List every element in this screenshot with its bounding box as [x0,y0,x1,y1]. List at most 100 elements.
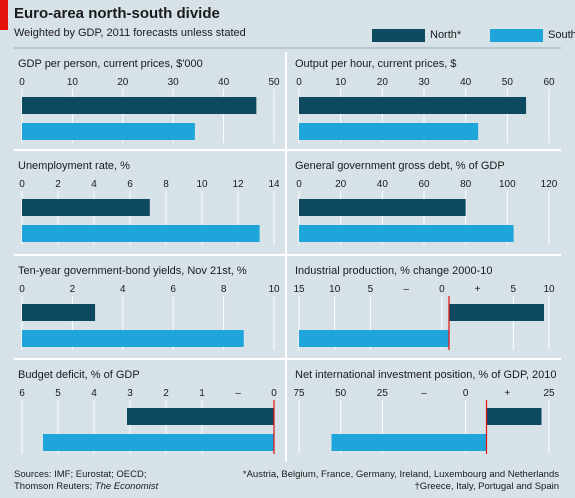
panel-6-tick-label: + [475,284,481,295]
panel-3-tick-label: 14 [268,179,280,190]
panel-8-tick-label: 25 [543,388,555,399]
brand-tab [0,0,8,30]
panel-1-tick-label: 40 [218,77,230,88]
panel-1-title: GDP per person, current prices, $'000 [18,58,203,70]
panel-5-tick-label: 0 [19,284,25,295]
panel-3-tick-label: 6 [127,179,133,190]
panel-4-tick-label: 100 [499,179,516,190]
panel-8: Net international investment position, %… [293,369,557,454]
legend-south-swatch [490,28,543,42]
panel-8-tick-label: + [504,388,510,399]
panel-7-bar-south [43,434,274,451]
panel-1-bar-north [22,97,257,114]
panel-6-title: Industrial production, % change 2000-10 [295,265,493,277]
panel-5-tick-label: 8 [221,284,227,295]
panel-3-tick-label: 8 [163,179,169,190]
panel-2-tick-label: 0 [296,77,302,88]
panel-8-bar-north [486,408,542,425]
footnote-north: *Austria, Belgium, France, Germany, Irel… [242,469,559,480]
panel-1-tick-label: 20 [117,77,129,88]
panel-8-tick-label: 50 [335,388,347,399]
legend-south: South† [490,28,575,42]
panel-3-bar-north [22,199,150,216]
panel-4-tick-label: 20 [335,179,347,190]
page-subtitle: Weighted by GDP, 2011 forecasts unless s… [14,27,246,39]
panel-6: Industrial production, % change 2000-10 1… [293,265,555,350]
panel-7-tick-label: 2 [163,388,169,399]
sources-line-2: Thomson Reuters; [14,481,95,492]
panel-2-tick-label: 60 [543,77,555,88]
panel-4-tick-label: 60 [418,179,430,190]
panel-3-tick-label: 2 [55,179,61,190]
panel-2: Output per hour, current prices, $ 0 10 20 3… [295,58,555,143]
panel-1: GDP per person, current prices, $'000 0 10… [18,58,280,143]
panel-8-tick-label: – [421,388,427,399]
panel-5-tick-label: 10 [268,284,280,295]
panel-6-tick-label: 10 [329,284,341,295]
panel-2-tick-label: 50 [502,77,514,88]
panel-4-tick-label: 0 [296,179,302,190]
panel-6-tick-label: 5 [511,284,517,295]
legend-north: North* [372,28,461,42]
footnote-south: †Greece, Italy, Portugal and Spain [414,481,559,492]
panel-3-tick-label: 4 [91,179,97,190]
panel-5-title: Ten-year government-bond yields, Nov 21s… [18,265,247,277]
panel-6-tick-label: – [403,284,409,295]
panel-5: Ten-year government-bond yields, Nov 21s… [18,265,280,350]
panel-4-tick-label: 120 [541,179,558,190]
panel-7-tick-label: 1 [199,388,205,399]
panel-4-bar-south [299,225,514,242]
panel-8-tick-label: 75 [293,388,305,399]
panel-6-bar-south [299,330,449,347]
panel-2-title: Output per hour, current prices, $ [295,58,456,70]
panel-1-tick-label: 50 [268,77,280,88]
panel-1-tick-label: 30 [168,77,180,88]
panel-1-tick-label: 10 [67,77,79,88]
sources: Sources: IMF; Eurostat; OECD; Thomson Re… [14,469,158,493]
panel-3-tick-label: 12 [232,179,244,190]
panel-6-tick-label: 15 [293,284,305,295]
panel-7-tick-label: – [235,388,241,399]
panel-4: General government gross debt, % of GDP 0… [295,160,558,245]
footnotes: *Austria, Belgium, France, Germany, Irel… [243,469,559,493]
panel-2-bar-north [299,97,527,114]
panel-7-tick-label: 6 [19,388,25,399]
panel-2-tick-label: 20 [377,77,389,88]
page-title: Euro-area north-south divide [14,5,220,22]
legend-north-swatch [372,28,425,42]
panel-3-tick-label: 0 [19,179,25,190]
panel-5-tick-label: 4 [120,284,126,295]
panel-5-bar-south [22,330,244,347]
panel-6-tick-label: 0 [439,284,445,295]
panel-7: Budget deficit, % of GDP 6 5 4 3 2 1 – 0 [18,369,277,454]
sources-publication: The Economist [94,481,159,492]
panel-3-tick-label: 10 [196,179,208,190]
panel-6-tick-label: 5 [368,284,374,295]
panel-5-tick-label: 2 [70,284,76,295]
panel-2-tick-label: 10 [335,77,347,88]
panel-7-tick-label: 5 [55,388,61,399]
sources-line-1: Sources: IMF; Eurostat; OECD; [14,469,147,480]
legend-south-label: South† [548,29,575,41]
panel-4-title: General government gross debt, % of GDP [295,160,505,172]
panel-2-tick-label: 40 [460,77,472,88]
panel-3: Unemployment rate, % 0 2 4 6 8 10 12 14 [18,160,280,245]
panel-1-tick-label: 0 [19,77,25,88]
legend-north-label: North* [430,29,462,41]
panel-8-bar-south [331,434,487,451]
panel-4-tick-label: 80 [460,179,472,190]
panel-5-tick-label: 6 [170,284,176,295]
panel-7-title: Budget deficit, % of GDP [18,369,140,381]
panel-8-tick-label: 0 [463,388,469,399]
panel-7-tick-label: 0 [271,388,277,399]
panel-7-bar-north [127,408,274,425]
panel-2-bar-south [299,123,479,140]
panel-3-bar-south [22,225,260,242]
panel-7-tick-label: 4 [91,388,97,399]
panel-5-bar-north [22,304,96,321]
panel-6-tick-label: 10 [543,284,555,295]
panel-4-bar-north [299,199,466,216]
panel-6-bar-north [449,304,544,321]
panel-8-tick-label: 25 [377,388,389,399]
